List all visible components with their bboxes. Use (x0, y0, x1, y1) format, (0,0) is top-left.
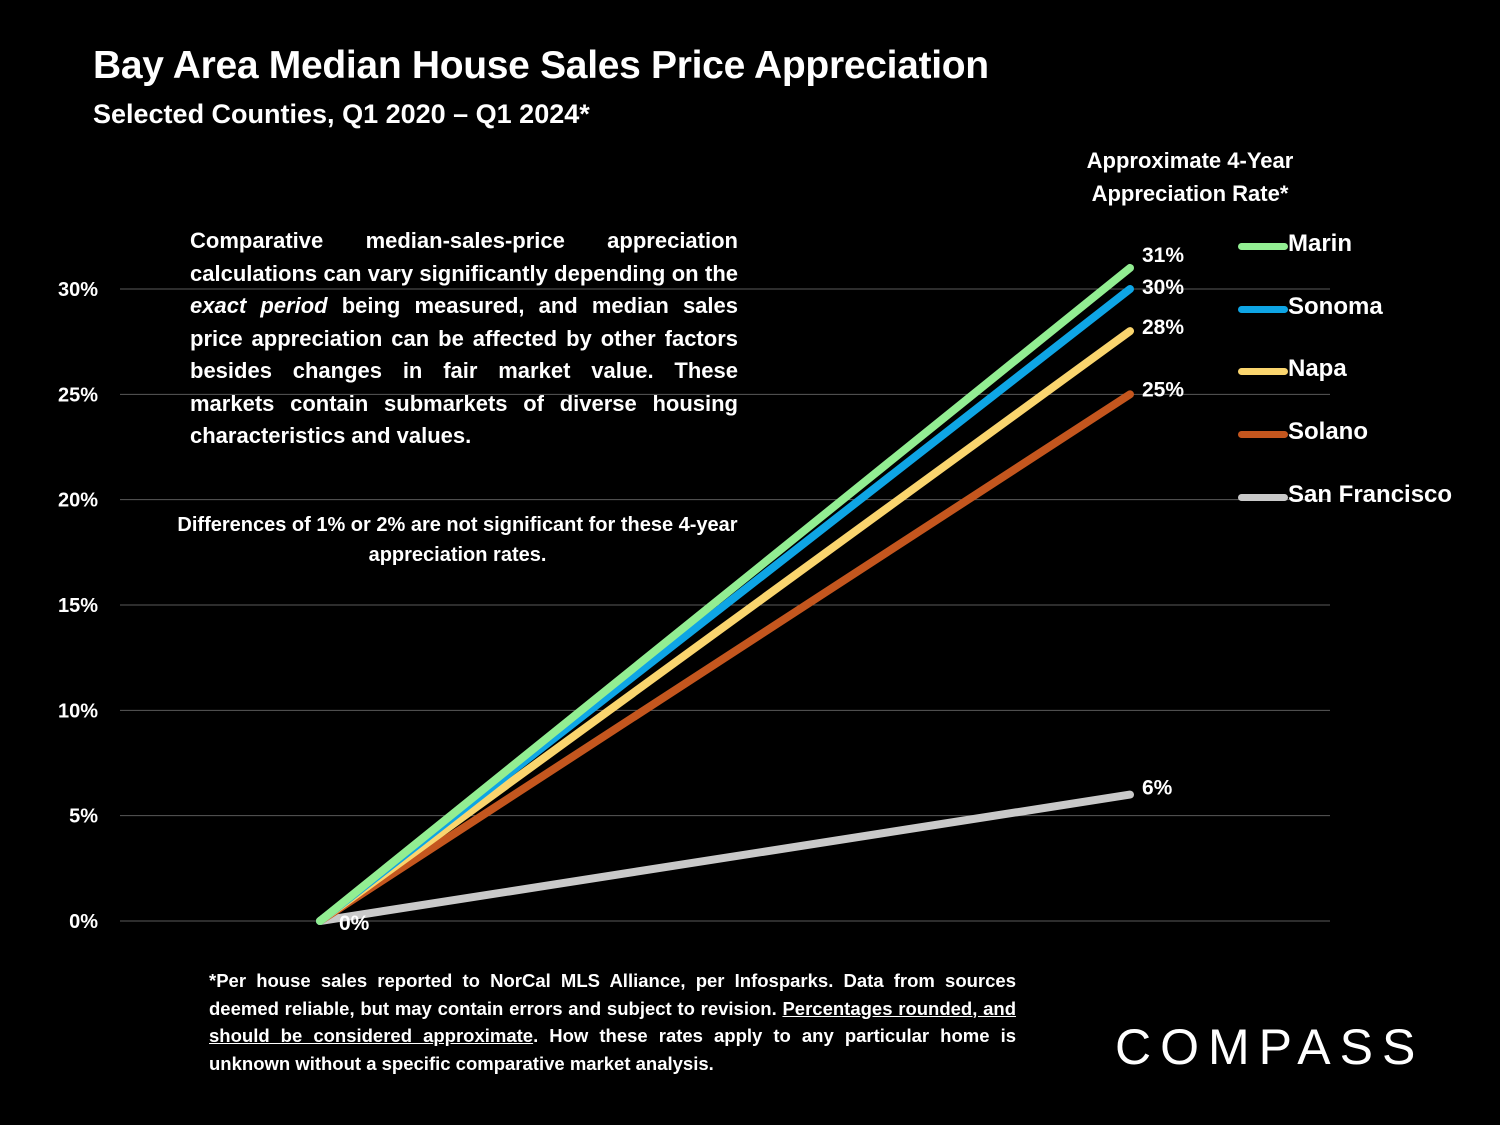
footnote-text-1: *Per house sales reported to NorCal MLS … (209, 970, 1016, 1019)
compass-logo: COMPASS (1115, 1019, 1425, 1075)
series-line-napa (316, 327, 1134, 925)
y-tick-label: 25% (58, 384, 98, 406)
legend-swatch (1238, 431, 1288, 439)
y-tick-label: 20% (58, 490, 98, 512)
y-tick-label: 0% (69, 911, 98, 933)
legend-swatch (1238, 305, 1288, 313)
significance-note: Differences of 1% or 2% are not signific… (177, 514, 738, 566)
y-axis-ticks: 0% 5% 10% 15% 20% 25% 30% (58, 279, 98, 933)
legend-swatch (1238, 243, 1288, 250)
legend-label: Sonoma (1288, 292, 1383, 320)
y-tick-label: 10% (58, 700, 98, 722)
series-lines (316, 263, 1134, 925)
end-label: 31% (1142, 244, 1184, 267)
rate-header-line1: Approximate 4-Year (1086, 148, 1294, 173)
y-tick-label: 15% (58, 595, 98, 617)
rate-header: Approximate 4-Year Appreciation Rate* (1050, 144, 1330, 210)
y-tick-label: 5% (69, 806, 98, 828)
legend-swatch (1238, 368, 1288, 376)
legend-swatch (1238, 493, 1288, 501)
start-label: 0% (339, 912, 370, 935)
end-label: 30% (1142, 276, 1184, 299)
rate-header-line2: Appreciation Rate* (1091, 181, 1289, 206)
chart-title: Bay Area Median House Sales Price Apprec… (93, 44, 989, 87)
legend-label: San Francisco (1288, 480, 1453, 508)
end-label: 28% (1142, 316, 1184, 339)
methodology-note: Comparative median-sales-price appreciat… (190, 225, 738, 453)
legend-label: Solano (1288, 418, 1369, 446)
legend-label: Marin (1288, 230, 1353, 257)
footnote-text-2: . How these rates apply to any particula… (209, 1025, 1016, 1074)
note-text-2: being measured, and median sales price a… (190, 293, 738, 448)
footnote: *Per house sales reported to NorCal MLS … (209, 967, 1016, 1077)
data-labels: 31% 30% 28% 25% 6% 0% (339, 244, 1184, 935)
gridlines (120, 288, 1330, 922)
note-text-1: Comparative median-sales-price appreciat… (190, 228, 738, 286)
chart-subtitle: Selected Counties, Q1 2020 – Q1 2024* (93, 99, 590, 129)
series-line-solano (316, 390, 1134, 925)
series-line-marin (316, 263, 1134, 925)
y-tick-label: 30% (58, 279, 98, 301)
legend-label: Napa (1288, 355, 1347, 383)
note-emphasis: exact period (190, 293, 328, 318)
end-label: 25% (1142, 378, 1184, 401)
end-label: 6% (1142, 777, 1173, 800)
footnote-underlined: Percentages rounded, and should be consi… (209, 997, 1016, 1047)
series-line-san-francisco (316, 790, 1134, 925)
